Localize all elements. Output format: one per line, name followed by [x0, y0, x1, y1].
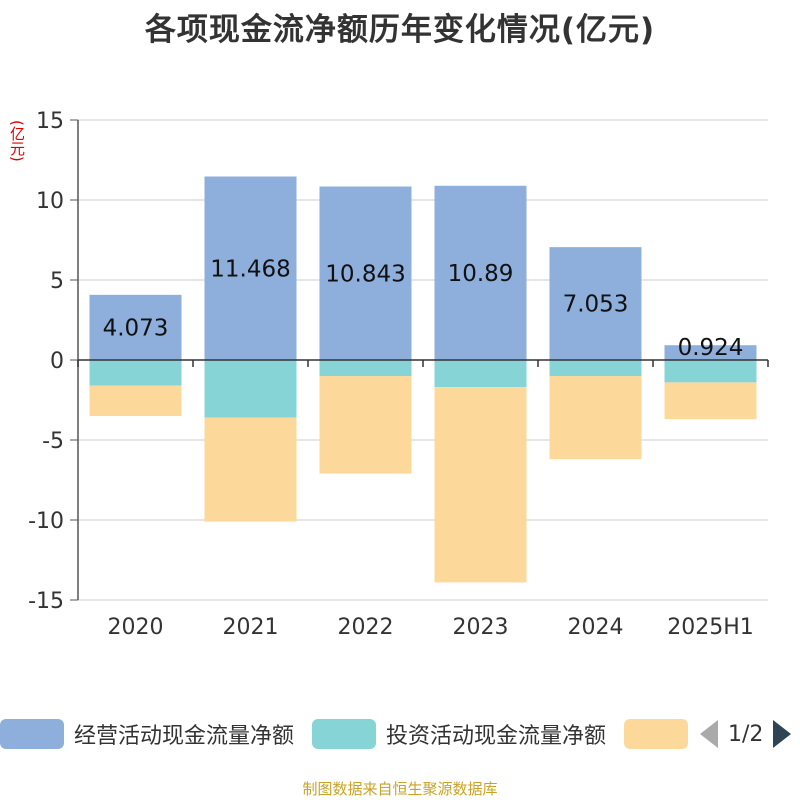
bar-segment-series-1: [204, 360, 297, 418]
data-source-footer: 制图数据来自恒生聚源数据库: [302, 780, 498, 798]
legend-swatch: [312, 719, 377, 749]
data-label: 7.053: [563, 292, 629, 318]
bar-segment-series-2: [434, 387, 527, 583]
bar-segment-series-1: [664, 360, 757, 383]
y-tick-label: 10: [36, 189, 64, 214]
data-label: 0.924: [678, 335, 744, 361]
x-tick-label: 2022: [338, 615, 394, 640]
bar-segment-series-0: [89, 294, 182, 360]
data-label: 4.073: [103, 315, 169, 341]
chart: 15 10 5 0 -5 -10 -15 4.073 11.468 10.843 10.89 7.05…: [28, 109, 769, 640]
legend-item-investing[interactable]: 投资活动现金流量净额: [312, 718, 606, 750]
chart-title: 各项现金流净额历年变化情况(亿元): [144, 12, 656, 48]
bar-segment-series-1: [434, 360, 527, 388]
x-tick-label: 2025H1: [667, 615, 754, 640]
y-axis-unit: (亿元): [8, 120, 26, 162]
chevron-right-icon[interactable]: [773, 720, 792, 748]
data-label: 10.843: [325, 261, 405, 287]
legend-item-financing[interactable]: [624, 719, 698, 749]
bar-segment-series-2: [664, 382, 757, 420]
bar-segment-series-0: [204, 176, 297, 360]
y-tick-label: -10: [28, 509, 64, 534]
y-tick-label: 5: [50, 269, 64, 294]
chevron-left-icon[interactable]: [700, 720, 718, 748]
x-tick-label: 2024: [568, 615, 624, 640]
legend-swatch: [624, 719, 689, 749]
data-label: 11.468: [210, 256, 290, 282]
y-tick-label: 0: [50, 349, 64, 374]
legend: 经营活动现金流量净额 投资活动现金流量净额: [0, 716, 800, 752]
y-tick-label: 15: [36, 109, 64, 134]
x-tick-label: 2021: [223, 615, 279, 640]
bar-segment-series-2: [89, 385, 182, 416]
x-tick-label: 2020: [108, 615, 164, 640]
bar-segment-series-0: [664, 345, 757, 360]
x-tick-label: 2023: [453, 615, 509, 640]
bar-segment-series-2: [549, 376, 642, 460]
legend-swatch: [0, 719, 64, 749]
legend-page-indicator: 1/2: [728, 721, 764, 747]
legend-item-operating[interactable]: 经营活动现金流量净额: [0, 718, 294, 750]
bar-segment-series-2: [204, 417, 297, 522]
bar-segment-series-0: [319, 186, 412, 360]
y-tick-label: -15: [28, 589, 64, 614]
legend-label: 经营活动现金流量净额: [74, 724, 295, 749]
bar-segment-series-1: [319, 360, 412, 376]
legend-pager: 1/2: [700, 720, 792, 748]
bar-segment-series-0: [434, 185, 527, 360]
legend-label: 投资活动现金流量净额: [386, 724, 607, 749]
y-tick-label: -5: [42, 429, 64, 454]
bar-segment-series-2: [319, 376, 412, 474]
bar-segment-series-0: [549, 247, 642, 360]
data-label: 10.89: [448, 261, 514, 287]
bar-segment-series-1: [89, 360, 182, 386]
bar-segment-series-1: [549, 360, 642, 376]
